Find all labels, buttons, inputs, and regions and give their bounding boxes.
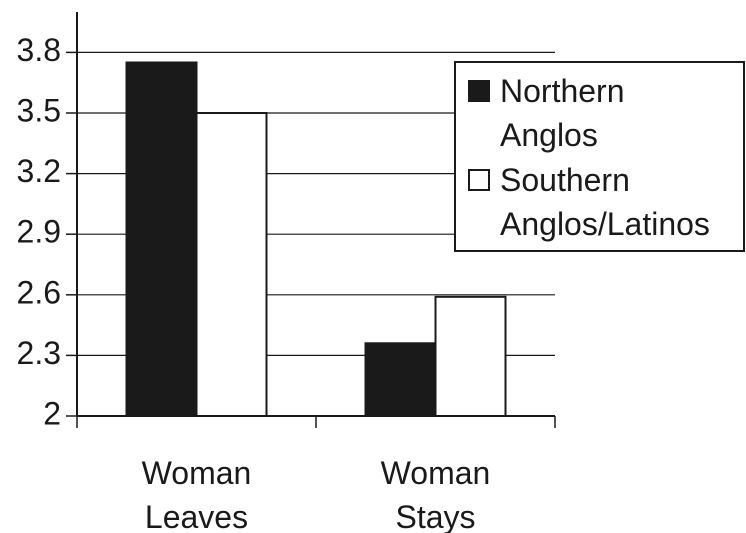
bar xyxy=(364,342,437,417)
y-tick-label: 2 xyxy=(43,395,61,431)
y-tick-label: 2.6 xyxy=(17,274,61,310)
x-tick-label: Woman Leaves xyxy=(141,455,252,533)
y-tick-label: 3.2 xyxy=(17,153,61,189)
x-tick-label: Woman Stays xyxy=(380,455,491,533)
y-tick-label: 3.8 xyxy=(17,32,61,68)
legend-swatch xyxy=(468,80,490,102)
legend-box xyxy=(454,61,745,252)
bar xyxy=(195,112,268,417)
y-tick-label: 2.3 xyxy=(17,335,61,371)
y-tick-label: 2.9 xyxy=(17,214,61,250)
bar xyxy=(434,295,507,418)
legend-swatch xyxy=(468,169,490,191)
bar xyxy=(125,61,198,417)
y-tick-label: 3.5 xyxy=(17,92,61,128)
legend-label: Northern Anglos xyxy=(500,73,625,153)
legend-label: Southern Anglos/Latinos xyxy=(500,162,710,242)
